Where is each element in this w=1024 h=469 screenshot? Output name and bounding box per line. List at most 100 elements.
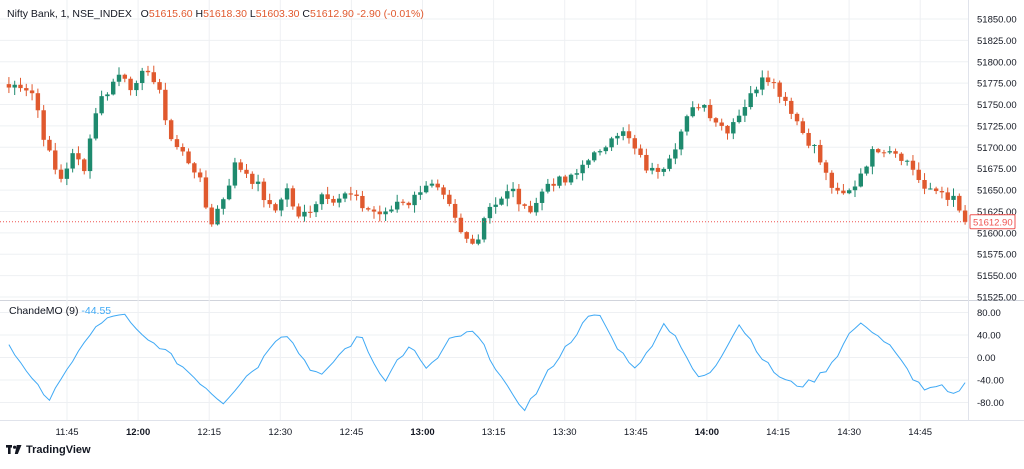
tradingview-logo-icon bbox=[6, 445, 22, 454]
candle-body bbox=[800, 121, 806, 133]
oscillator-tick-label: 40.00 bbox=[977, 331, 1001, 342]
candle-body bbox=[510, 188, 516, 192]
candle-body bbox=[325, 194, 330, 199]
candle-body bbox=[702, 104, 707, 108]
low-value: 51603.30 bbox=[255, 8, 300, 20]
candle-body bbox=[192, 163, 197, 173]
candle-body bbox=[35, 93, 41, 111]
price-tick-label: 51575.00 bbox=[977, 250, 1017, 261]
candle-body bbox=[626, 131, 632, 139]
time-tick-label: 12:30 bbox=[268, 427, 292, 438]
candle-body bbox=[487, 206, 493, 219]
candle-body bbox=[812, 144, 817, 146]
candle-body bbox=[904, 160, 910, 162]
candle-body bbox=[916, 169, 921, 181]
candle-body bbox=[933, 188, 939, 192]
cmo-line bbox=[8, 313, 966, 412]
candle-body bbox=[481, 218, 487, 240]
candle-body bbox=[435, 183, 440, 188]
candle-body bbox=[452, 203, 458, 218]
candle-body bbox=[232, 162, 238, 186]
candle-body bbox=[493, 204, 498, 207]
close-value: 51612.90 bbox=[310, 8, 354, 20]
candle-body bbox=[597, 151, 603, 153]
time-tick-label: 14:30 bbox=[837, 427, 861, 438]
price-tick-label: 51775.00 bbox=[977, 79, 1017, 90]
candle-body bbox=[348, 193, 354, 195]
candle-body bbox=[267, 200, 272, 205]
time-tick-label: 13:30 bbox=[553, 427, 577, 438]
candle-body bbox=[719, 122, 724, 126]
candle-body bbox=[139, 70, 145, 84]
candle-body bbox=[922, 180, 927, 189]
candle-body bbox=[302, 211, 307, 217]
candle-body bbox=[551, 183, 556, 186]
candle-body bbox=[841, 190, 846, 194]
candle-body bbox=[574, 173, 580, 175]
candle-body bbox=[99, 96, 104, 114]
candle-body bbox=[655, 167, 661, 172]
candle-body bbox=[279, 199, 284, 211]
candle-body bbox=[870, 149, 875, 167]
candle-body bbox=[389, 209, 394, 212]
candle-body bbox=[760, 77, 765, 90]
candle-body bbox=[684, 116, 690, 132]
candle-body bbox=[296, 206, 301, 217]
candle-body bbox=[308, 211, 313, 213]
candle-body bbox=[545, 183, 551, 192]
candle-body bbox=[134, 83, 139, 91]
candle-body bbox=[441, 187, 446, 195]
price-tick-label: 51650.00 bbox=[977, 186, 1017, 197]
price-tick-label: 51700.00 bbox=[977, 143, 1017, 154]
candle-body bbox=[875, 149, 881, 153]
candle-body bbox=[447, 194, 452, 204]
candle-body bbox=[586, 160, 591, 165]
candle-body bbox=[371, 209, 377, 212]
price-tick-label: 51600.00 bbox=[977, 228, 1017, 239]
candle-body bbox=[673, 149, 678, 159]
oscillator-tick-label: -80.00 bbox=[977, 398, 1004, 409]
price-tick-label: 51725.00 bbox=[977, 121, 1017, 132]
candle-body bbox=[928, 188, 933, 190]
symbol-label: Nifty Bank, 1, NSE_INDEX bbox=[7, 8, 132, 20]
price-tick-label: 51625.00 bbox=[977, 207, 1017, 218]
candle-body bbox=[690, 107, 695, 117]
candle-body bbox=[360, 195, 365, 209]
candle-body bbox=[818, 144, 823, 163]
candle-body bbox=[53, 150, 58, 170]
last-price-label: 51612.90 bbox=[973, 217, 1013, 228]
candle-body bbox=[342, 193, 348, 199]
candle-body bbox=[823, 162, 829, 173]
candle-body bbox=[394, 201, 400, 210]
candle-body bbox=[284, 188, 290, 200]
time-tick-label: 12:00 bbox=[126, 427, 150, 438]
candle-body bbox=[116, 74, 122, 82]
open-value: 51615.60 bbox=[148, 8, 193, 20]
candle-body bbox=[354, 194, 359, 196]
candle-body bbox=[221, 199, 226, 209]
candle-body bbox=[696, 107, 701, 109]
candle-body bbox=[806, 132, 811, 146]
candle-body bbox=[568, 174, 574, 183]
candle-body bbox=[580, 164, 585, 174]
candle-body bbox=[12, 84, 17, 88]
candle-body bbox=[620, 131, 626, 136]
candle-body bbox=[794, 113, 800, 122]
candle-body bbox=[29, 90, 35, 94]
candle-body bbox=[122, 74, 128, 79]
candle-body bbox=[180, 147, 185, 152]
candle-body bbox=[423, 185, 429, 193]
candle-body bbox=[197, 172, 203, 178]
price-tick-label: 51675.00 bbox=[977, 164, 1017, 175]
candle-body bbox=[64, 168, 70, 179]
candle-body bbox=[244, 169, 249, 174]
candle-body bbox=[748, 93, 753, 108]
high-label: H bbox=[195, 8, 204, 20]
candle-body bbox=[383, 211, 388, 215]
last-price-tag bbox=[969, 214, 1016, 230]
footer-brand[interactable]: TradingView bbox=[6, 444, 91, 456]
oscillator-tick-label: -40.00 bbox=[977, 376, 1004, 387]
price-tick-label: 51550.00 bbox=[977, 271, 1017, 282]
candle-body bbox=[105, 94, 110, 97]
